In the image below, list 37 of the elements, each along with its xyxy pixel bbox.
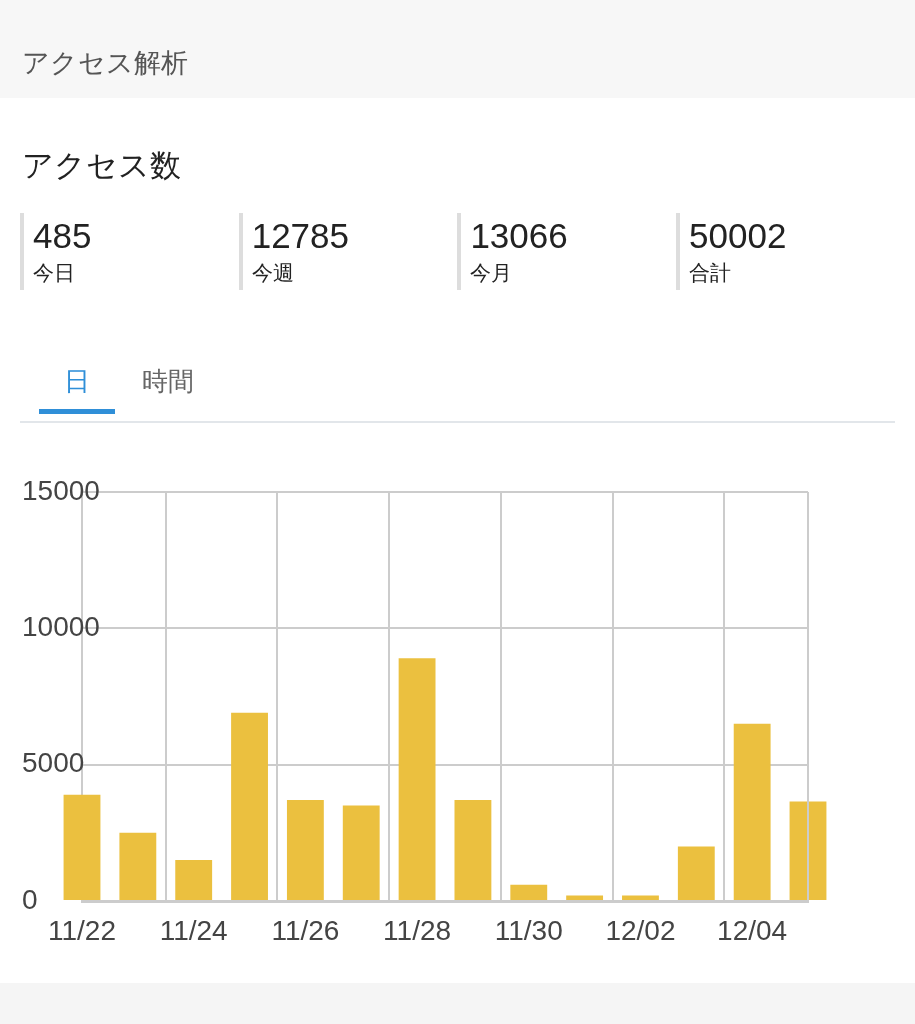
chart-title: アクセス解析	[22, 47, 188, 79]
text: 今週	[251, 261, 294, 285]
bar	[119, 832, 157, 900]
bar	[63, 794, 101, 900]
y-tick-label: 10000	[22, 611, 100, 643]
bar	[175, 860, 213, 900]
text: 13066	[470, 216, 568, 256]
x-tick-label: 11/28	[383, 914, 452, 946]
bar	[454, 800, 492, 900]
bar	[789, 801, 827, 900]
text: 12785	[251, 216, 350, 256]
text: 時間	[141, 365, 195, 398]
text: 485	[33, 216, 92, 256]
bar	[286, 800, 324, 900]
text: 日	[39, 365, 115, 414]
bar	[398, 658, 436, 900]
y-tick-label: 0	[22, 883, 38, 915]
chart-subtitle: アクセス数	[22, 148, 181, 184]
bar	[231, 712, 268, 900]
x-tick-label: 11/22	[48, 914, 116, 946]
x-tick-label: 11/24	[159, 914, 228, 946]
bar	[677, 846, 715, 900]
bar	[510, 884, 548, 900]
text: 合計	[689, 261, 732, 285]
x-tick-label: 12/04	[717, 914, 788, 946]
y-tick-label: 5000	[22, 747, 85, 779]
text: 今月	[470, 261, 513, 285]
bar	[342, 805, 380, 900]
x-tick-label: 11/30	[494, 914, 563, 946]
x-tick-label: 12/02	[605, 914, 676, 946]
text: 今日	[33, 261, 75, 285]
bar	[566, 895, 604, 900]
bar	[733, 723, 771, 900]
text: 50002	[689, 216, 787, 256]
y-tick-label: 15000	[22, 474, 100, 506]
bar	[622, 895, 659, 900]
x-tick-label: 11/26	[271, 914, 340, 946]
